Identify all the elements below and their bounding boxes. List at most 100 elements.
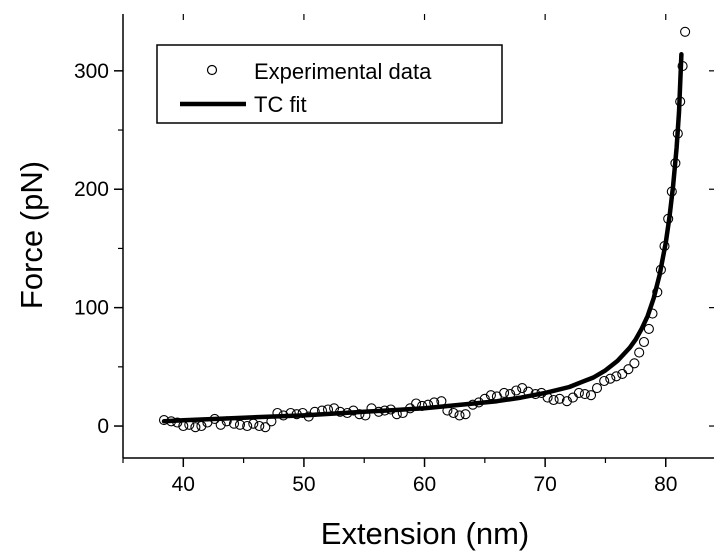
experimental-data-point <box>260 422 271 433</box>
experimental-data-point <box>530 389 541 400</box>
experimental-data-point <box>675 96 686 107</box>
experimental-data-point <box>611 371 622 382</box>
experimental-data-point <box>655 264 666 275</box>
experimental-data-point <box>467 399 478 410</box>
experimental-data-point <box>209 413 220 424</box>
experimental-data-point <box>397 407 408 419</box>
experimental-data-point <box>322 404 334 415</box>
experimental-data-point <box>190 422 201 433</box>
x-axis-label: Extension (nm) <box>321 516 529 551</box>
experimental-data-point <box>605 373 616 384</box>
experimental-data-point <box>585 390 597 401</box>
experimental-data-point <box>579 389 590 400</box>
data-points <box>158 26 691 433</box>
experimental-data-point <box>354 409 365 420</box>
experimental-data-point <box>554 393 565 404</box>
experimental-data-point <box>329 403 340 414</box>
experimental-data-point <box>542 392 553 403</box>
y-axis-label: Force (pN) <box>14 161 49 309</box>
experimental-data-point <box>158 415 170 426</box>
experimental-data-point <box>309 406 320 417</box>
experimental-data-point <box>652 287 663 298</box>
experimental-data-point <box>659 241 670 252</box>
experimental-data-point <box>473 397 484 408</box>
experimental-data-point <box>254 420 265 432</box>
experimental-data-point <box>448 407 459 419</box>
experimental-data-point <box>348 405 359 416</box>
experimental-data-point <box>460 409 471 420</box>
experimental-data-point <box>505 389 516 400</box>
fit-layer <box>161 52 684 424</box>
experimental-data-point <box>411 398 422 409</box>
experimental-data-point <box>184 419 195 430</box>
legend-label-experimental: Experimental data <box>254 59 432 84</box>
experimental-data-point <box>228 418 240 429</box>
experimental-data-point <box>342 407 353 419</box>
experimental-data-point <box>285 407 296 419</box>
experimental-data-point <box>166 416 177 427</box>
experimental-data-point <box>677 61 688 72</box>
y-tick-label: 100 <box>74 297 109 320</box>
experimental-data-point <box>670 158 681 169</box>
experimental-data-point <box>629 358 640 369</box>
experimental-data-point <box>278 410 289 421</box>
experimental-data-point <box>680 26 691 37</box>
experimental-data-point <box>647 308 658 319</box>
experimental-data-point <box>672 128 683 139</box>
experimental-data-point <box>178 420 189 432</box>
legend-marker-experimental <box>206 64 218 76</box>
experimental-data-point <box>599 375 610 387</box>
experimental-data-point <box>485 390 496 401</box>
tc-fit-line <box>161 52 684 424</box>
axis-ticks: 40 50 60 70 80 0 100 200 300 <box>74 14 714 496</box>
experimental-data-point <box>221 416 232 427</box>
experimental-data-point <box>479 393 490 404</box>
x-tick-label: 60 <box>413 473 436 496</box>
plot-frame <box>122 14 714 459</box>
experimental-data-point <box>291 409 302 420</box>
experimental-data-point <box>373 406 384 417</box>
experimental-data-point <box>360 410 371 421</box>
legend-box <box>156 44 503 124</box>
experimental-data-point <box>335 406 346 417</box>
experimental-data-point <box>623 364 634 375</box>
experimental-data-point <box>248 418 259 429</box>
experimental-data-point <box>379 405 390 416</box>
experimental-data-point <box>523 386 534 397</box>
experimental-data-point <box>196 420 207 432</box>
experimental-data-point <box>634 347 645 358</box>
experimental-data-point <box>517 383 528 394</box>
experimental-data-point <box>511 385 522 396</box>
x-tick-label: 80 <box>654 473 677 496</box>
y-tick-label: 0 <box>97 415 109 438</box>
experimental-data-point <box>454 410 465 421</box>
experimental-data-point <box>436 396 447 407</box>
x-tick-label: 70 <box>533 473 556 496</box>
x-tick-label: 40 <box>172 473 195 496</box>
x-tick-label: 50 <box>292 473 315 496</box>
experimental-data-point <box>417 400 428 411</box>
experimental-data-point <box>663 213 674 224</box>
experimental-data-point <box>548 394 559 406</box>
experimental-data-point <box>442 405 453 416</box>
experimental-data-point <box>561 396 572 407</box>
experimental-data-point <box>215 419 226 430</box>
experimental-data-point <box>266 416 277 427</box>
experimental-data-point <box>234 419 246 430</box>
experimental-data-point <box>591 383 603 394</box>
experimental-data-point <box>272 407 283 419</box>
experimental-data-point <box>242 420 253 432</box>
experimental-data-point <box>391 409 402 420</box>
experimental-data-point <box>638 336 650 348</box>
experimental-data-point <box>617 368 628 379</box>
experimental-data-point <box>499 387 510 398</box>
experimental-data-point <box>172 417 183 428</box>
y-tick-label: 200 <box>74 178 109 201</box>
y-tick-label: 300 <box>74 60 109 83</box>
experimental-data-point <box>316 405 328 416</box>
legend: Experimental data TC fit <box>156 44 503 124</box>
experimental-data-point <box>423 399 434 410</box>
experimental-data-point <box>573 387 584 398</box>
experimental-data-point <box>666 186 677 197</box>
